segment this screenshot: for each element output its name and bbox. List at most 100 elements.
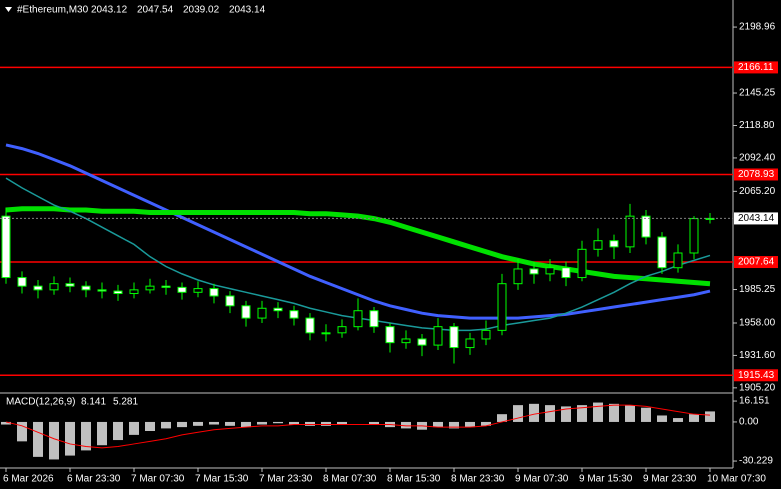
header-close: 2043.14	[229, 5, 266, 16]
signal-value: 5.281	[113, 397, 138, 408]
candle-body	[81, 285, 91, 291]
macd-bar	[257, 421, 267, 425]
x-tick-label: 7 Mar 23:30	[259, 474, 313, 485]
macd-bar	[705, 411, 715, 422]
moving-average	[5, 143, 711, 320]
macd-bar	[49, 421, 59, 460]
macd-bar	[1, 421, 11, 425]
y-tick-label: -30.229	[739, 456, 773, 467]
macd-bar	[641, 407, 651, 422]
menu-arrow[interactable]	[5, 7, 12, 12]
candle-body	[481, 329, 491, 340]
last-price-label: 2043.14	[738, 213, 775, 224]
candle-body	[145, 285, 155, 291]
macd-bar	[673, 418, 683, 422]
candle-body	[33, 285, 43, 291]
candle-body	[65, 283, 75, 287]
chart-title: #Ethereum,M30	[17, 5, 89, 16]
candle-body	[465, 338, 475, 349]
macd-bar	[113, 421, 123, 441]
candle-body	[305, 317, 315, 334]
candle-body	[545, 267, 555, 275]
candle-body	[49, 283, 59, 291]
candle-body	[289, 310, 299, 319]
macd-bar	[225, 421, 235, 426]
candle-body	[497, 283, 507, 331]
macd-bar	[177, 421, 187, 428]
level-label-box	[734, 369, 778, 382]
macd-bar	[17, 421, 27, 442]
level-label: 2007.64	[738, 257, 775, 268]
macd-bar	[33, 421, 43, 457]
x-tick-label: 10 Mar 07:30	[707, 474, 766, 485]
macd-bar	[209, 421, 219, 425]
y-tick-label: 1905.20	[739, 382, 776, 393]
x-tick-label: 6 Mar 23:30	[67, 474, 121, 485]
macd-bar	[97, 421, 107, 446]
macd-bar	[449, 421, 459, 429]
macd-title: MACD(12,26,9)	[6, 397, 75, 408]
macd-bar	[129, 421, 139, 435]
macd-bar	[497, 414, 507, 422]
macd-bar	[81, 421, 91, 451]
y-tick-label: 0.00	[739, 417, 759, 428]
candle-body	[209, 288, 219, 297]
macd-bar	[321, 421, 331, 426]
macd-bar	[689, 414, 699, 422]
level-label: 2166.11	[738, 62, 774, 73]
candle-body	[177, 286, 187, 293]
candle-body	[113, 290, 123, 295]
x-tick-label: 9 Mar 07:30	[515, 474, 569, 485]
candle-body	[385, 326, 395, 344]
macd-bar	[369, 421, 379, 425]
candle-body	[577, 248, 587, 279]
candle-body	[129, 289, 139, 295]
x-tick-label: 9 Mar 15:30	[579, 474, 633, 485]
candle-body	[257, 307, 267, 319]
candle-body	[321, 332, 331, 335]
candle-body	[641, 215, 651, 238]
macd-bar	[609, 403, 619, 422]
candle-body	[17, 277, 27, 287]
macd-bar	[193, 421, 203, 426]
candle-body	[529, 268, 539, 275]
candle-body	[337, 326, 347, 334]
candle-body	[593, 240, 603, 250]
last-price-box	[734, 212, 778, 225]
macd-bar	[561, 406, 571, 422]
candle-body	[369, 310, 379, 328]
x-tick-label: 7 Mar 07:30	[131, 474, 185, 485]
candle-body	[689, 218, 699, 254]
level-label-box	[734, 168, 778, 181]
candle-body	[417, 338, 427, 346]
candle-body	[193, 288, 203, 293]
macd-bar	[289, 421, 299, 425]
macd-bar	[433, 421, 443, 428]
candle-body	[1, 215, 11, 279]
x-tick-label: 8 Mar 07:30	[323, 474, 377, 485]
level-label-box	[734, 61, 778, 74]
macd-value: 8.141	[81, 397, 106, 408]
x-tick-label: 6 Mar 2026	[3, 474, 54, 485]
candle-body	[225, 295, 235, 307]
y-tick-label: 2198.96	[739, 22, 776, 33]
candle-body	[449, 326, 459, 349]
macd-bar	[529, 403, 539, 422]
header-high: 2047.54	[137, 5, 174, 16]
candle-body	[401, 338, 411, 344]
header-open: 2043.12	[91, 5, 128, 16]
level-label: 2078.93	[738, 169, 775, 180]
macd-bar	[577, 405, 587, 422]
y-tick-label: 1985.25	[739, 284, 776, 295]
macd-bar	[513, 405, 523, 422]
x-tick-label: 9 Mar 23:30	[643, 474, 697, 485]
x-tick-label: 7 Mar 15:30	[195, 474, 249, 485]
level-label-box	[734, 256, 778, 269]
y-tick-label: 2118.80	[739, 120, 775, 131]
candle-body	[433, 326, 443, 346]
candle-body	[241, 305, 251, 319]
macd-bar	[337, 421, 347, 425]
candle-body	[561, 267, 571, 279]
macd-bar	[625, 405, 635, 422]
